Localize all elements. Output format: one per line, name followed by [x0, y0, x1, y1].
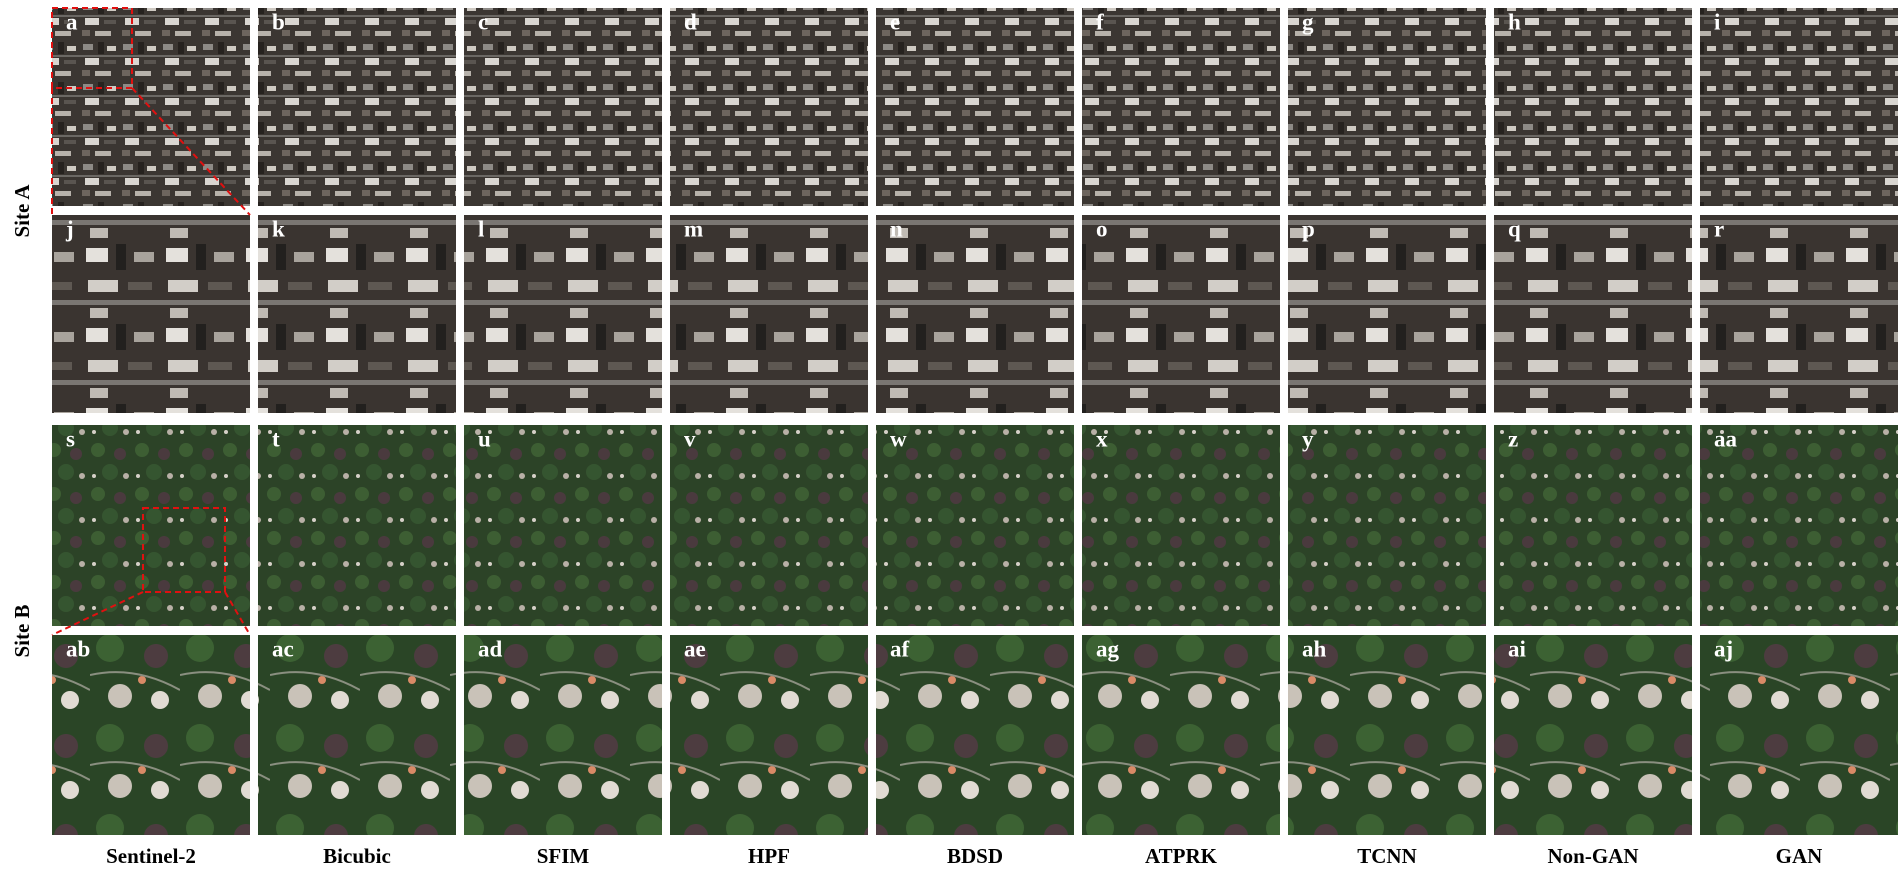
panel-letter: t: [272, 426, 280, 451]
panel-image: [1494, 425, 1692, 626]
column-label: Non-GAN: [1547, 844, 1638, 868]
panel-image: [1494, 215, 1692, 413]
panel-image: [52, 635, 250, 835]
panel-image: [464, 215, 662, 413]
panel-letter: b: [272, 9, 285, 34]
panel-image: [1700, 635, 1898, 835]
panel-image: [1082, 635, 1280, 835]
panel-letter: ah: [1302, 636, 1327, 661]
panel-letter: ad: [478, 636, 503, 661]
panel-image: [258, 215, 456, 413]
column-label: HPF: [748, 844, 790, 868]
panel-letter: y: [1302, 426, 1314, 451]
panel-image: [670, 425, 868, 626]
panel-image: [1494, 8, 1692, 206]
panel-letter: z: [1508, 426, 1518, 451]
row-label: Site B: [10, 604, 34, 657]
panel-image: [52, 425, 250, 626]
panel-letter: d: [684, 9, 697, 34]
figure: abcdefghijklmnopqrstuvwxyzaaabacadaeafag…: [0, 0, 1903, 871]
panel-image: [1700, 425, 1898, 626]
panel-image: [52, 8, 250, 206]
panel-letter: af: [890, 636, 910, 661]
panel-letter: aj: [1714, 636, 1733, 661]
panel-image: [1494, 635, 1692, 835]
panel-image: [670, 215, 868, 413]
panel-letter: aa: [1714, 426, 1738, 451]
column-label: Bicubic: [323, 844, 391, 868]
panel-letter: n: [890, 216, 903, 241]
panel-image: [1288, 215, 1486, 413]
panel-image: [258, 8, 456, 206]
panel-letter: m: [684, 216, 703, 241]
panel-letter: j: [65, 216, 74, 241]
panel-image: [258, 425, 456, 626]
panel-image: [670, 8, 868, 206]
panel-image: [1082, 425, 1280, 626]
panel-image: [1700, 215, 1898, 413]
panel-image: [464, 8, 662, 206]
panel-image: [258, 635, 456, 835]
panel-letter: ab: [66, 636, 90, 661]
panel-image: [464, 635, 662, 835]
column-label: BDSD: [947, 844, 1003, 868]
panel-image: [876, 425, 1074, 626]
panel-letter: ac: [272, 636, 294, 661]
panel-letter: g: [1302, 9, 1314, 34]
panel-letter: ae: [684, 636, 706, 661]
panel-image: [1700, 8, 1898, 206]
panel-letter: x: [1096, 426, 1108, 451]
panel-letter: o: [1096, 216, 1108, 241]
column-label: SFIM: [537, 844, 590, 868]
panel-letter: f: [1096, 9, 1104, 34]
panel-letter: ag: [1096, 636, 1120, 661]
panel-image: [1288, 425, 1486, 626]
panel-letter: e: [890, 9, 900, 34]
column-label: ATPRK: [1145, 844, 1218, 868]
panel-letter: w: [890, 426, 907, 451]
column-label: TCNN: [1357, 844, 1417, 868]
panel-letter: v: [684, 426, 696, 451]
panel-letter: u: [478, 426, 491, 451]
panel-letter: p: [1302, 216, 1315, 241]
panel-image: [1082, 215, 1280, 413]
panel-letter: ai: [1508, 636, 1527, 661]
panel-image: [464, 425, 662, 626]
panel-letter: i: [1714, 9, 1721, 34]
panel-image: [876, 635, 1074, 835]
panel-image: [1082, 8, 1280, 206]
panel-image: [670, 635, 868, 835]
panel-letter: s: [66, 426, 75, 451]
panel-letter: a: [66, 9, 78, 34]
panel-letter: h: [1508, 9, 1521, 34]
panel-letter: k: [272, 216, 285, 241]
panel-image: [1288, 8, 1486, 206]
panel-image: [1288, 635, 1486, 835]
panel-letter: q: [1508, 216, 1521, 241]
panel-image: [876, 215, 1074, 413]
panel-letter: r: [1714, 216, 1724, 241]
column-label: GAN: [1776, 844, 1823, 868]
panel-letter: c: [478, 9, 488, 34]
panel-image: [876, 8, 1074, 206]
panel-image: [52, 215, 250, 413]
panel-letter: l: [478, 216, 484, 241]
column-label: Sentinel-2: [106, 844, 196, 868]
row-label: Site A: [10, 184, 34, 238]
